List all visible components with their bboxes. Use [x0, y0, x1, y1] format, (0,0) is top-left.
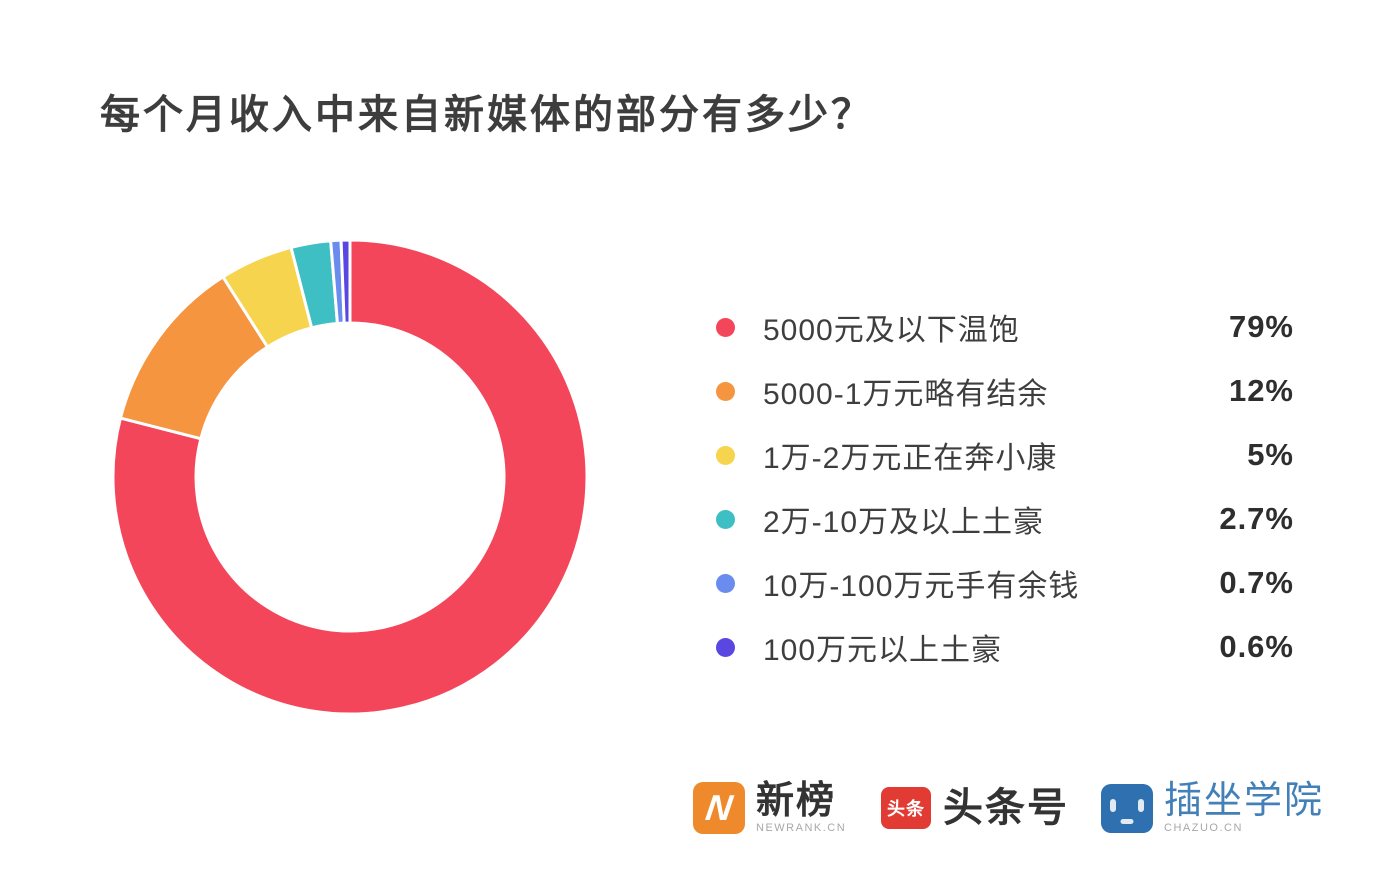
newrank-n-glyph: N: [703, 787, 735, 828]
donut-slice-5: [339, 238, 352, 325]
legend-value: 79%: [1228, 309, 1294, 344]
legend-dot-icon: [716, 445, 735, 465]
legend-value: 0.7%: [1219, 565, 1294, 600]
legend-item: 5000元及以下温饱 79%: [716, 295, 1294, 359]
chazuo-eye-icon: [1138, 798, 1144, 812]
chazuo-logo: 插坐学院 CHAZUO.CN: [1101, 778, 1324, 838]
legend-value: 12%: [1228, 373, 1294, 408]
legend-label: 1万-2万元正在奔小康: [763, 442, 1058, 475]
legend-label: 5000元及以下温饱: [763, 314, 1020, 347]
legend-value: 2.7%: [1219, 501, 1294, 536]
newrank-title: 新榜: [756, 780, 837, 822]
legend-label: 10万-100万元手有余钱: [763, 570, 1080, 603]
legend-label: 100万元以上土豪: [763, 634, 1003, 667]
legend-value: 5%: [1247, 437, 1294, 472]
toutiao-title: 头条号: [943, 786, 1069, 830]
toutiao-icon: 头条: [881, 787, 931, 829]
chazuo-subtitle: CHAZUO.CN: [1164, 822, 1243, 834]
legend-dot-icon: [716, 637, 735, 657]
footer-logos: N 新榜 NEWRANK.CN 头条 头条号 插坐学院 CHAZUO.CN: [0, 778, 1399, 842]
chazuo-eye-icon: [1110, 798, 1116, 812]
legend-label: 5000-1万元略有结余: [763, 378, 1049, 411]
donut-slice-0: [111, 238, 589, 716]
donut-chart: [111, 238, 589, 716]
newrank-logo: N 新榜 NEWRANK.CN: [693, 778, 846, 838]
chazuo-mouth-icon: [1120, 818, 1134, 824]
chart-title: 每个月收入中来自新媒体的部分有多少？: [100, 93, 874, 137]
legend-item: 5000-1万元略有结余 12%: [716, 359, 1294, 423]
newrank-icon: N: [693, 782, 745, 834]
legend-label: 2万-10万及以上土豪: [763, 506, 1045, 539]
newrank-subtitle: NEWRANK.CN: [756, 822, 847, 834]
legend-item: 1万-2万元正在奔小康 5%: [716, 423, 1294, 487]
legend-dot-icon: [716, 573, 735, 593]
toutiao-logo: 头条 头条号: [881, 778, 1069, 838]
chart-legend: 5000元及以下温饱 79% 5000-1万元略有结余 12% 1万-2万元正在奔小康 5…: [716, 295, 1294, 679]
legend-dot-icon: [716, 509, 735, 529]
legend-dot-icon: [716, 381, 735, 401]
legend-item: 2万-10万及以上土豪 2.7%: [716, 487, 1294, 551]
chazuo-title: 插坐学院: [1164, 780, 1325, 822]
legend-item: 10万-100万元手有余钱 0.7%: [716, 551, 1294, 615]
chazuo-face-icon: [1101, 783, 1153, 833]
legend-dot-icon: [716, 317, 735, 337]
legend-value: 0.6%: [1219, 629, 1294, 664]
toutiao-icon-text: 头条: [887, 799, 925, 819]
legend-item: 100万元以上土豪 0.6%: [716, 615, 1294, 679]
